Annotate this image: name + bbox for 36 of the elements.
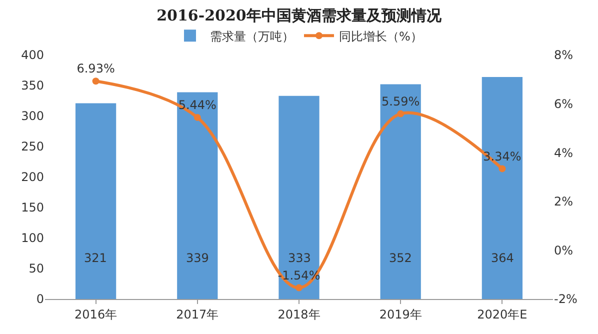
point	[92, 78, 100, 85]
y-tick-label: 400	[21, 48, 44, 62]
y-tick-label: 150	[21, 200, 44, 215]
data-label: 364	[491, 251, 514, 265]
y-tick-label: 200	[21, 170, 44, 184]
y-tick-label: 350	[21, 78, 44, 93]
y2-tick-label: 8%	[554, 48, 574, 62]
data-label: 352	[389, 251, 412, 265]
chart-title: 2016-2020年中国黄酒需求量及预测情况	[156, 6, 442, 25]
data-label: 5.59%	[382, 94, 420, 108]
y2-tick-label: -2%	[554, 292, 578, 306]
data-label: 5.44%	[178, 98, 216, 112]
x-tick-label: 2017年	[176, 307, 219, 322]
y-tick-label: 300	[21, 109, 44, 124]
x-tick-label: 2016年	[74, 307, 118, 322]
y-tick-label: 250	[21, 140, 44, 154]
y2-tick-label: 6%	[554, 97, 574, 111]
x-tick-label: 2020年E	[477, 307, 528, 322]
x-tick-label: 2018年	[278, 307, 320, 322]
legend-label: 需求量（万吨）	[210, 29, 294, 44]
y-tick-label: 50	[28, 262, 44, 276]
y-tick-label: 100	[21, 231, 44, 246]
data-label: 6.93%	[76, 62, 115, 76]
y2-tick-label: 4%	[554, 146, 574, 160]
y2-tick-label: 2%	[554, 194, 574, 209]
legend-label: 同比增长（%）	[339, 29, 422, 44]
y-tick-label: 0	[36, 292, 44, 306]
y2-tick-label: 0%	[554, 243, 574, 258]
x-tick-label: 2019年	[379, 307, 422, 322]
point	[296, 284, 302, 292]
point	[397, 110, 404, 118]
point	[194, 114, 201, 121]
data-label: 333	[288, 251, 311, 265]
data-label: 321	[84, 251, 107, 265]
data-label: 339	[186, 251, 209, 265]
point	[498, 165, 506, 172]
